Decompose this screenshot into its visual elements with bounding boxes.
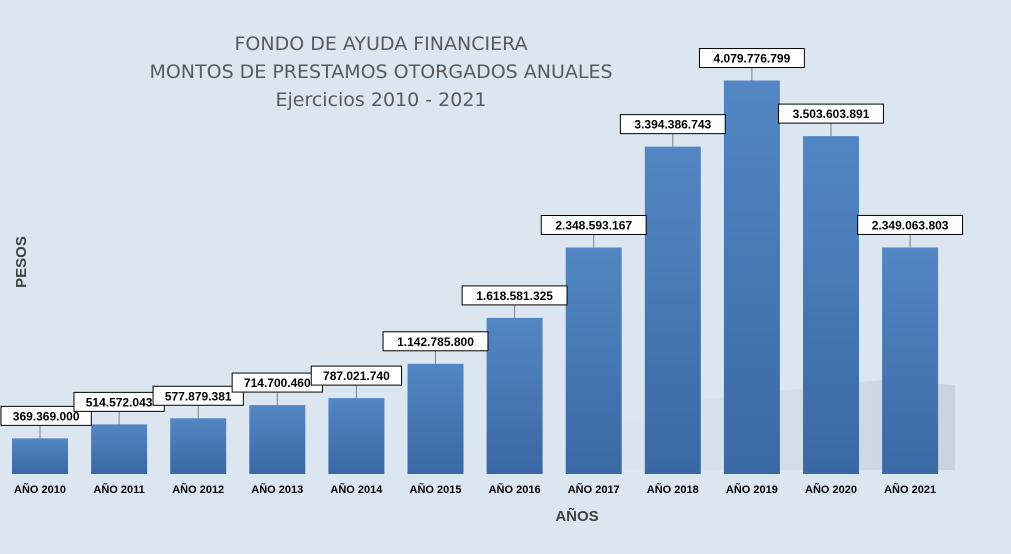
data-label-4: 787.021.740 [323, 369, 390, 383]
bar-2 [170, 418, 227, 474]
data-label-box-11 [857, 214, 964, 235]
data-label-8: 3.394.386.743 [634, 118, 711, 132]
bar-10 [803, 136, 859, 474]
x-tick-4: AÑO 2014 [330, 483, 383, 496]
x-tick-9: AÑO 2019 [726, 483, 778, 496]
x-tick-2: AÑO 2012 [172, 483, 224, 496]
y-axis-title: PESOS [13, 236, 30, 288]
x-tick-10: AÑO 2020 [805, 483, 857, 496]
x-tick-8: AÑO 2018 [647, 483, 699, 496]
data-label-1: 514.572.043 [86, 395, 153, 409]
data-label-5: 1.142.785.800 [397, 335, 474, 349]
data-label-box-2 [152, 385, 244, 406]
bars-layer [12, 80, 939, 474]
chart-subtitle: MONTOS DE PRESTAMOS OTORGADOS ANUALES [149, 61, 612, 83]
data-label-2: 577.879.381 [165, 389, 232, 403]
x-tick-0: AÑO 2010 [14, 483, 66, 496]
data-label-3: 714.700.460 [244, 376, 311, 390]
data-label-9: 4.079.776.799 [714, 52, 791, 66]
leaders-layer [39, 67, 911, 439]
bar-3 [249, 405, 306, 474]
data-label-7: 2.348.593.167 [555, 218, 632, 232]
data-label-11: 2.349.063.803 [872, 218, 949, 232]
data-label-box-4 [310, 365, 403, 386]
data-label-box-8 [619, 114, 726, 135]
bar-5 [407, 363, 464, 474]
x-tick-1: AÑO 2011 [93, 483, 144, 496]
data-label-box-9 [698, 48, 805, 69]
data-label-box-10 [778, 103, 884, 124]
bar-9 [723, 80, 780, 474]
x-tick-5: AÑO 2015 [410, 483, 462, 496]
bar-11 [882, 247, 939, 474]
x-tick-3: AÑO 2013 [251, 483, 303, 496]
bar-7 [565, 247, 622, 474]
x-tick-11: AÑO 2021 [884, 483, 936, 496]
chart-title: FONDO DE AYUDA FINANCIERA [234, 33, 527, 55]
x-axis-title: AÑOS [555, 507, 598, 525]
x-tick-7: AÑO 2017 [568, 483, 620, 496]
bar-4 [328, 398, 385, 474]
data-label-box-6 [461, 285, 568, 306]
x-tick-6: AÑO 2016 [489, 483, 541, 496]
chart-subtitle-years: Ejercicios 2010 - 2021 [275, 89, 486, 111]
data-labels-layer: 369.369.000 514.572.043 577.879.381 714.700… [0, 48, 964, 426]
x-tick-labels: AÑO 2010 AÑO 2011 AÑO 2012 AÑO 2013 AÑO 2014… [14, 483, 936, 496]
bar-8 [644, 146, 701, 474]
data-label-10: 3.503.603.891 [793, 107, 870, 121]
data-label-6: 1.618.581.325 [476, 289, 553, 303]
data-label-box-7 [540, 214, 647, 235]
data-label-box-0 [0, 405, 92, 426]
bar-6 [486, 317, 543, 474]
bar-1 [91, 424, 148, 474]
data-label-0: 369.369.000 [13, 409, 80, 423]
data-label-box-5 [382, 331, 489, 352]
bar-0 [12, 438, 68, 474]
